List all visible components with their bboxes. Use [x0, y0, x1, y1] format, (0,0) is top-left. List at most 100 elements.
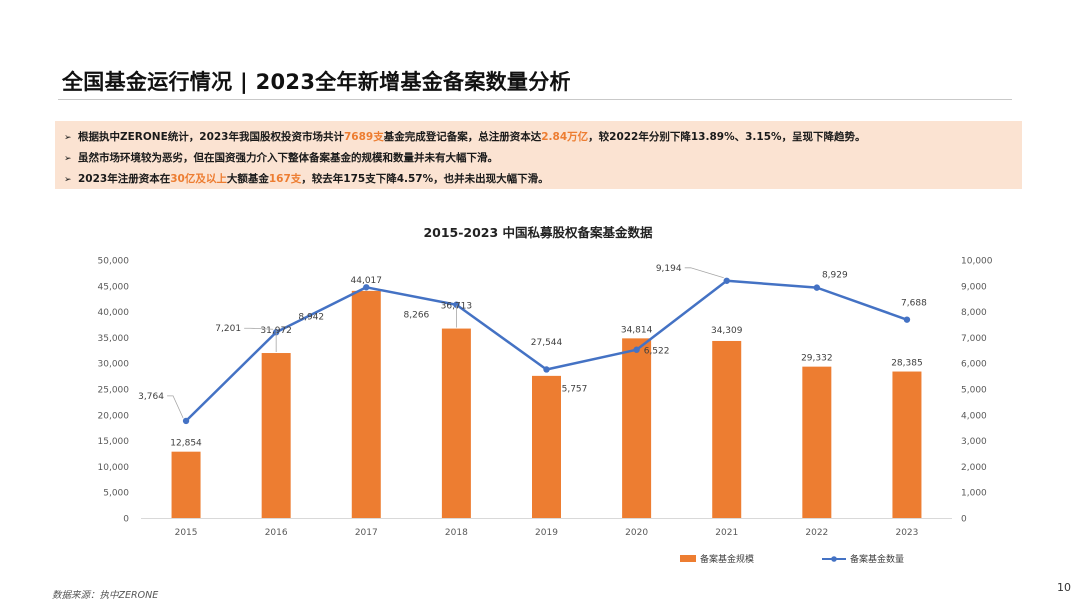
- y-left-tick-label: 50,000: [98, 257, 130, 267]
- legend-bar-swatch: [680, 555, 696, 562]
- page-title: 全国基金运行情况 | 2023全年新增基金备案数量分析: [62, 70, 571, 94]
- source-note: 数据来源：执中ZERONE: [52, 590, 159, 601]
- bar: [532, 375, 561, 518]
- y-right-tick-label: 5,000: [961, 386, 987, 396]
- arrow-right-icon: ➢: [64, 133, 72, 143]
- y-left-tick-label: 15,000: [98, 437, 130, 447]
- x-tick-label: 2018: [445, 528, 468, 538]
- line-point: [813, 284, 821, 291]
- bullet-highlight: 2.84万亿: [541, 131, 589, 143]
- y-right-tick-label: 0: [961, 515, 967, 525]
- bar-value-label: 44,017: [351, 276, 383, 286]
- label-leader: [244, 327, 274, 330]
- y-left-tick-label: 5,000: [103, 489, 129, 499]
- line-value-label: 7,201: [215, 324, 241, 334]
- line-value-label: 9,194: [656, 264, 682, 274]
- bar: [892, 371, 922, 518]
- bar: [261, 353, 291, 518]
- bullet-text: ，较2022年分别下降13.89%、3.15%，呈现下降趋势。: [588, 131, 866, 143]
- bullet-text: 2023年注册资本在: [78, 173, 171, 185]
- label-leader: [167, 395, 184, 419]
- title-divider: [58, 99, 1012, 100]
- x-tick-label: 2022: [805, 528, 828, 538]
- x-tick-label: 2021: [715, 528, 738, 538]
- summary-bullet-2: ➢ 虽然市场环境较为恶劣，但在国资强力介入下整体备案基金的规模和数量并未有大幅下滑…: [64, 150, 498, 165]
- line-value-label: 6,522: [644, 347, 670, 357]
- bar: [351, 290, 381, 518]
- summary-box: ➢ 根据执中ZERONE统计，2023年我国股权投资市场共计7689支基金完成登记…: [55, 121, 1022, 189]
- line-point: [543, 366, 550, 373]
- y-right-tick-label: 2,000: [961, 463, 987, 473]
- x-tick-label: 2016: [265, 528, 288, 538]
- x-tick-label: 2023: [895, 528, 918, 538]
- arrow-right-icon: ➢: [64, 154, 72, 164]
- y-right-tick-label: 6,000: [961, 360, 987, 370]
- line-point: [903, 316, 911, 323]
- bar-value-label: 28,385: [891, 359, 923, 369]
- bullet-highlight: 30亿及以上: [170, 173, 227, 185]
- y-left-tick-label: 45,000: [98, 282, 130, 292]
- bar-series: [171, 290, 922, 518]
- x-tick-label: 2019: [535, 528, 558, 538]
- bullet-text: 基金完成登记备案，总注册资本达: [383, 131, 542, 143]
- bar-value-label: 27,544: [531, 338, 563, 348]
- bar-value-label: 34,309: [711, 326, 743, 336]
- bar: [441, 328, 471, 518]
- bar-value-label: 12,854: [170, 439, 202, 449]
- y-left-tick-label: 10,000: [98, 463, 130, 473]
- y-left-tick-label: 0: [123, 515, 129, 525]
- legend-bar-label: 备案基金规模: [700, 553, 754, 565]
- x-tick-label: 2017: [355, 528, 378, 538]
- y-right-tick-label: 4,000: [961, 411, 987, 421]
- chart-legend: 备案基金规模 备案基金数量: [680, 553, 904, 565]
- label-leader: [684, 267, 724, 279]
- line-point: [363, 284, 370, 291]
- y-right-tick-label: 3,000: [961, 437, 987, 447]
- bar: [171, 451, 201, 518]
- line-point: [453, 301, 460, 308]
- y-right-tick-label: 7,000: [961, 334, 987, 344]
- bullet-text: 根据执中ZERONE统计，2023年我国股权投资市场共计: [78, 131, 344, 143]
- bullet-text: 虽然市场环境较为恶劣，但在国资强力介入下整体备案基金的规模和数量并未有大幅下滑。: [78, 152, 498, 164]
- legend-line-label: 备案基金数量: [850, 553, 904, 565]
- bullet-text: 大额基金: [226, 173, 269, 185]
- y-left-tick-label: 20,000: [98, 411, 130, 421]
- bullet-highlight: 7689支: [343, 131, 384, 143]
- y-right-tick-label: 9,000: [961, 282, 987, 292]
- x-tick-label: 2020: [625, 528, 648, 538]
- y-right-tick-label: 8,000: [961, 308, 987, 318]
- chart-title: 2015-2023 中国私募股权备案基金数据: [423, 225, 653, 240]
- line-value-label: 8,266: [404, 311, 430, 321]
- bar-value-label: 29,332: [801, 354, 833, 364]
- summary-bullet-1: ➢ 根据执中ZERONE统计，2023年我国股权投资市场共计7689支基金完成登记…: [64, 129, 866, 144]
- line-value-label: 3,764: [138, 392, 164, 402]
- line-value-label: 8,942: [298, 312, 324, 322]
- page-number: 10: [1057, 581, 1071, 594]
- line-point: [633, 346, 640, 353]
- line-series: [182, 277, 911, 425]
- bar: [712, 340, 742, 518]
- line-value-label: 7,688: [901, 299, 927, 309]
- arrow-right-icon: ➢: [64, 175, 72, 185]
- bar-value-label: 34,814: [621, 325, 653, 335]
- chart-axes: 0 5,000 10,000 15,000 20,000 25,000 30,000 35,0…: [98, 257, 993, 539]
- bullet-text: ，较去年175支下降4.57%，也并未出现大幅下滑。: [301, 173, 549, 185]
- bullet-highlight: 167支: [268, 173, 302, 185]
- line-point: [723, 277, 730, 284]
- legend-line-marker: [831, 556, 837, 562]
- line-point: [182, 417, 190, 425]
- line-value-label: 8,929: [822, 271, 848, 281]
- x-tick-label: 2015: [175, 528, 198, 538]
- bar: [802, 366, 832, 518]
- y-right-tick-label: 1,000: [961, 489, 987, 499]
- y-left-tick-label: 25,000: [98, 386, 130, 396]
- summary-bullet-3: ➢ 2023年注册资本在30亿及以上大额基金167支，较去年175支下降4.57%…: [64, 171, 549, 186]
- bar: [622, 338, 652, 518]
- y-left-tick-label: 40,000: [98, 308, 130, 318]
- line-value-label: 5,757: [562, 384, 588, 394]
- y-left-tick-label: 30,000: [98, 360, 130, 370]
- y-right-tick-label: 10,000: [961, 257, 993, 267]
- y-left-tick-label: 35,000: [98, 334, 130, 344]
